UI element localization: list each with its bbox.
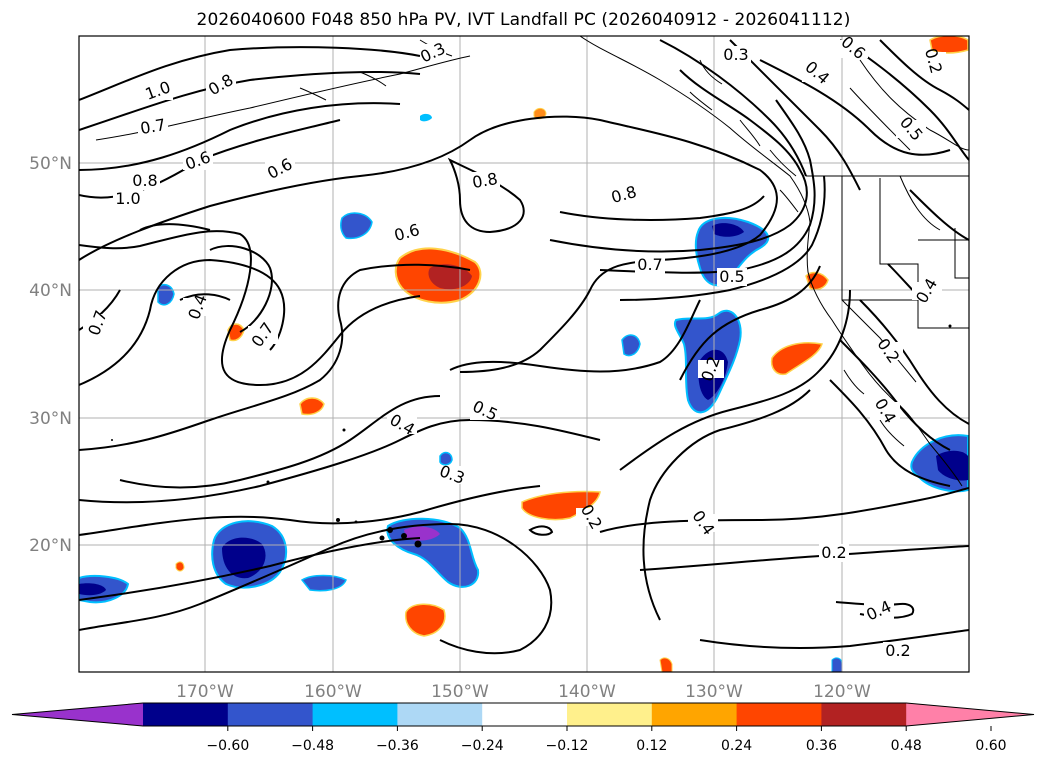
positive-patch: [770, 342, 823, 376]
colorbar-tick-label: −0.24: [461, 738, 504, 754]
contour-label: 1.0: [113, 189, 143, 208]
contour-label: 0.6: [392, 220, 422, 245]
lon-tick-label: 160°W: [304, 682, 362, 702]
lon-tick-label: 120°W: [813, 682, 871, 702]
contour-label-text: 1.0: [115, 189, 140, 208]
contour-label-text: 0.7: [139, 115, 167, 138]
colorbar-tick-label: −0.36: [376, 738, 419, 754]
map-background: [79, 36, 969, 672]
negative-core: [222, 537, 266, 579]
lon-tick-labels: 170°W 160°W 150°W 140°W 130°W 120°W: [176, 682, 871, 702]
lon-tick-label: 150°W: [431, 682, 489, 702]
contour-label: 0.8: [470, 169, 500, 192]
colorbar-extend-min: [12, 703, 143, 726]
contour-label-text: 0.2: [821, 543, 846, 562]
positive-patch: [659, 657, 673, 672]
positive-patch: [299, 397, 325, 416]
colorbar-tick-label: 0.12: [636, 738, 667, 754]
lat-tick-labels: 50°N 40°N 30°N 20°N: [29, 154, 72, 556]
contour-label-text: 0.2: [885, 641, 910, 660]
negative-patch: [831, 657, 843, 672]
colorbar-tick-label: −0.12: [546, 738, 589, 754]
contour-label-text: 0.5: [719, 267, 744, 286]
colorbar-tick-label: 0.24: [721, 738, 752, 754]
colorbar-tick-label: −0.48: [291, 738, 334, 754]
lat-tick-label: 50°N: [29, 154, 72, 174]
colorbar: [11, 702, 1035, 731]
map-frame: [78, 35, 970, 673]
lon-tick-label: 140°W: [558, 682, 616, 702]
lon-tick-label: 170°W: [176, 682, 234, 702]
negative-core: [712, 223, 744, 237]
coastlines: [95, 36, 969, 487]
contour-label: 0.7: [138, 115, 168, 138]
contour-label: 0.7: [635, 255, 665, 274]
negative-patch: [420, 113, 432, 122]
colorbar-segment: [482, 703, 568, 726]
contour-label-text: 0.8: [132, 171, 157, 190]
colorbar-segment: [736, 703, 822, 726]
contour-label: 0.8: [609, 182, 639, 207]
lat-tick-label: 40°N: [29, 281, 72, 301]
colorbar-tick-label: 0.48: [891, 738, 922, 754]
negative-patch: [621, 334, 641, 357]
positive-patch: [175, 561, 185, 572]
contour-label: 0.3: [721, 45, 751, 64]
colorbar-segment: [651, 703, 738, 726]
gridlines: [79, 36, 969, 672]
contour-label-text: 0.7: [637, 255, 662, 274]
contour-label-text: 0.3: [723, 45, 748, 64]
lat-tick-label: 30°N: [29, 409, 72, 429]
negative-core: [936, 450, 968, 481]
pv-contours: [79, 39, 969, 655]
lat-tick-label: 20°N: [29, 536, 72, 556]
contour-label-text: 0.8: [471, 169, 499, 192]
contour-label: 1.0: [143, 77, 173, 104]
colorbar-segment: [227, 703, 314, 726]
map-title: 2026040600 F048 850 hPa PV, IVT Landfall…: [196, 10, 851, 30]
colorbar-outline: [11, 702, 1035, 727]
negative-core: [79, 583, 106, 596]
contour-label: 0.8: [130, 171, 160, 190]
positive-patch: [521, 490, 601, 521]
lon-tick-label: 130°W: [685, 682, 743, 702]
colorbar-tick-label: −0.60: [206, 738, 249, 754]
negative-patch: [439, 451, 453, 466]
negative-patch: [300, 574, 347, 592]
contour-label: 0.5: [717, 267, 747, 286]
colorbar-segment: [821, 703, 907, 726]
colorbar-segment: [143, 703, 229, 726]
colorbar-tick-label: 0.60: [975, 738, 1006, 754]
colorbar-segment: [567, 703, 653, 726]
colorbar-extend-max: [906, 703, 1034, 726]
negative-core: [404, 526, 440, 541]
islands: [111, 324, 952, 548]
colorbar-segment: [397, 703, 483, 726]
positive-patch: [404, 603, 446, 637]
negative-patch: [340, 212, 373, 240]
colorbar-tick-label: 0.36: [806, 738, 837, 754]
colorbar-tick-labels: −0.60 −0.48 −0.36 −0.24 −0.12 0.12 0.24 0.36 0.4…: [206, 738, 1006, 754]
colorbar-segment: [312, 703, 398, 726]
positive-core: [428, 264, 472, 290]
contour-label: 0.2: [819, 543, 849, 562]
contour-label: 0.2: [883, 641, 913, 660]
map-content: 1.0 0.8 0.7 0.6 0.6 0.8 1.0 0.6 0.8 0.8 …: [79, 36, 969, 672]
